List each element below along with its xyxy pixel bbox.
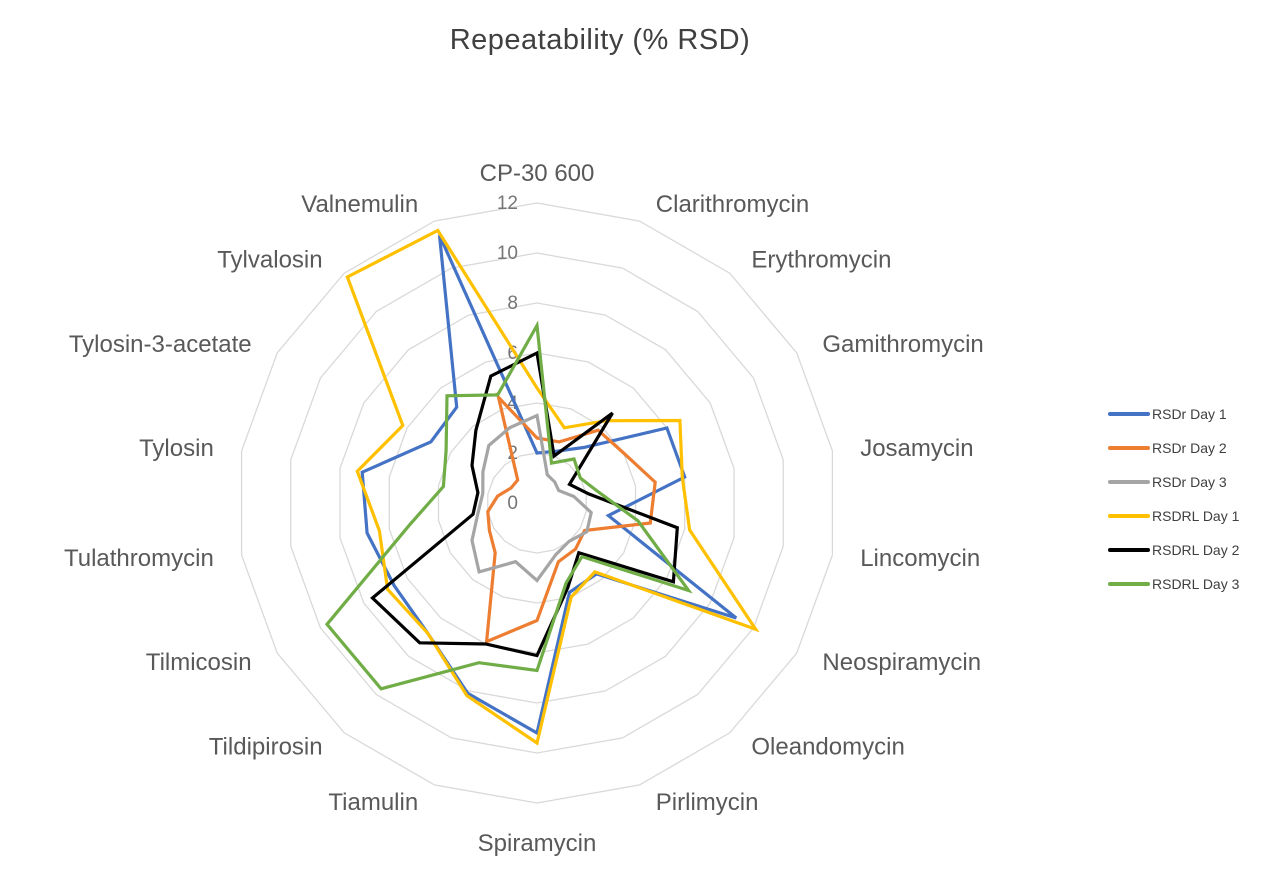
category-label-tiamulin: Tiamulin [328, 789, 418, 816]
legend-line-swatch [1108, 480, 1150, 484]
radial-tick-label-6: 6 [507, 343, 518, 364]
series-polygon-rsdrl-day-1 [345, 228, 760, 746]
legend-line-swatch [1108, 582, 1150, 586]
legend: RSDr Day 1 RSDr Day 2 RSDr Day 3 RSDRL Day … [1108, 404, 1239, 594]
category-label-lincomycin: Lincomycin [860, 545, 980, 572]
category-label-tylosin: Tylosin [139, 435, 214, 462]
radial-tick-label-12: 12 [497, 193, 518, 214]
legend-label: RSDRL Day 3 [1152, 576, 1240, 592]
legend-item-rsdrl-day-1: RSDRL Day 1 [1108, 506, 1239, 526]
category-label-gamithromycin: Gamithromycin [822, 331, 983, 358]
category-label-tylosin-3-acetate: Tylosin-3-acetate [69, 331, 252, 358]
category-label-neospiramycin: Neospiramycin [822, 649, 981, 676]
category-label-valnemulin: Valnemulin [301, 191, 418, 218]
category-label-tulathromycin: Tulathromycin [64, 545, 214, 572]
series-polygon-rsdrl-day-2 [370, 350, 679, 658]
series-polygon-rsdrl-day-3 [324, 320, 693, 691]
category-label-josamycin: Josamycin [860, 435, 973, 462]
legend-label: RSDr Day 3 [1152, 474, 1227, 490]
legend-item-rsdr-day-1: RSDr Day 1 [1108, 404, 1239, 424]
legend-line-swatch [1108, 548, 1150, 552]
chart-title: Repeatability (% RSD) [449, 24, 751, 56]
legend-line-swatch [1108, 446, 1150, 450]
grid-ring-8 [339, 302, 735, 704]
legend-item-rsdr-day-3: RSDr Day 3 [1108, 472, 1239, 492]
category-label-pirlimycin: Pirlimycin [656, 789, 759, 816]
category-label-cp-30-600: CP-30 600 [480, 160, 595, 187]
legend-label: RSDRL Day 2 [1152, 542, 1240, 558]
category-label-tylvalosin: Tylvalosin [217, 246, 322, 273]
series-polygon-rsdr-day-1 [360, 234, 738, 736]
legend-label: RSDr Day 1 [1152, 406, 1227, 422]
legend-line-swatch [1108, 412, 1150, 416]
legend-label: RSDRL Day 1 [1152, 508, 1240, 524]
radial-tick-label-4: 4 [507, 393, 518, 414]
grid-ring-12 [240, 202, 834, 804]
grid-ring-4 [437, 402, 637, 604]
grid-ring-10 [290, 252, 784, 754]
series-polygon-rsdr-day-2 [484, 391, 657, 645]
category-label-oleandomycin: Oleandomycin [751, 734, 904, 761]
series-polygon-rsdr-day-3 [470, 413, 593, 583]
category-label-clarithromycin: Clarithromycin [656, 191, 809, 218]
grid-ring-6 [388, 352, 686, 654]
radial-tick-label-0: 0 [507, 493, 518, 514]
radial-tick-label-10: 10 [497, 243, 518, 264]
legend-item-rsdrl-day-3: RSDRL Day 3 [1108, 574, 1239, 594]
grid-ring-2 [487, 452, 587, 554]
category-label-erythromycin: Erythromycin [751, 246, 891, 273]
legend-label: RSDr Day 2 [1152, 440, 1227, 456]
category-label-tilmicosin: Tilmicosin [146, 649, 252, 676]
legend-item-rsdr-day-2: RSDr Day 2 [1108, 438, 1239, 458]
radial-tick-label-8: 8 [507, 293, 518, 314]
category-label-tildipirosin: Tildipirosin [209, 734, 323, 761]
legend-line-swatch [1108, 514, 1150, 518]
category-label-spiramycin: Spiramycin [478, 830, 597, 857]
legend-item-rsdrl-day-2: RSDRL Day 2 [1108, 540, 1239, 560]
